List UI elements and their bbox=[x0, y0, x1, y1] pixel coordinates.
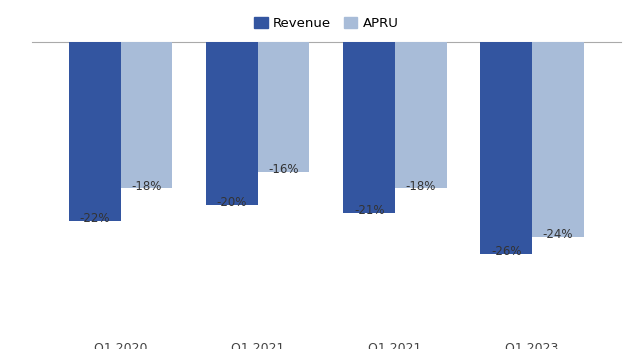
Text: -20%: -20% bbox=[217, 196, 247, 209]
Bar bbox=[206, 42, 258, 205]
Text: -18%: -18% bbox=[131, 179, 162, 193]
Bar bbox=[481, 42, 532, 254]
Text: -18%: -18% bbox=[406, 179, 436, 193]
Text: -22%: -22% bbox=[79, 212, 110, 225]
Text: -24%: -24% bbox=[543, 228, 573, 242]
Text: -21%: -21% bbox=[354, 204, 385, 217]
Bar bbox=[395, 42, 447, 188]
Bar bbox=[258, 42, 310, 172]
Bar bbox=[532, 42, 584, 237]
Bar bbox=[121, 42, 172, 188]
Legend: Revenue, APRU: Revenue, APRU bbox=[249, 12, 404, 35]
Text: -16%: -16% bbox=[268, 163, 299, 176]
Text: -26%: -26% bbox=[491, 245, 522, 258]
Bar bbox=[69, 42, 121, 221]
Bar bbox=[343, 42, 395, 213]
